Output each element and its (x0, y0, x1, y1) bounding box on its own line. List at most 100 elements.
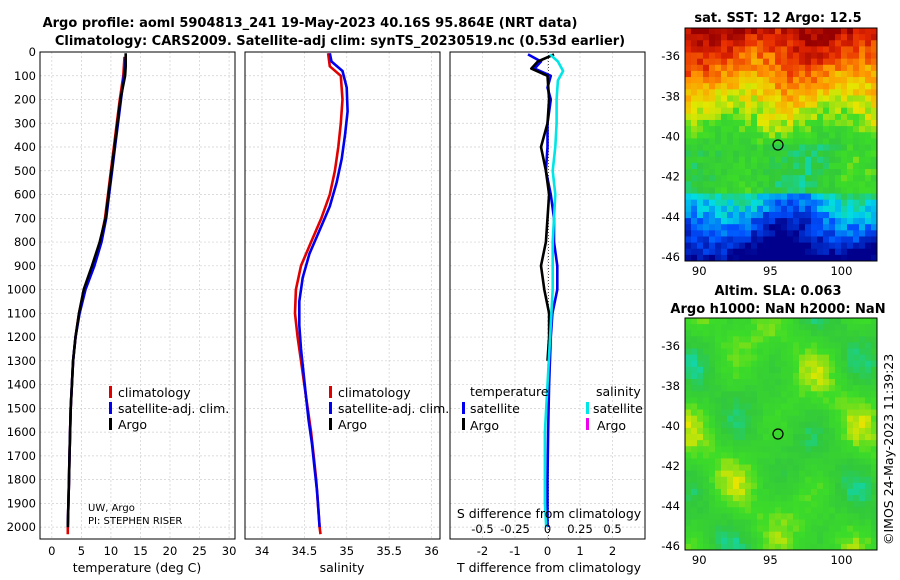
heatmap-cell (829, 379, 836, 386)
heatmap-cell (685, 83, 692, 90)
heatmap-cell (781, 403, 788, 411)
heatmap-cell (793, 119, 800, 127)
heatmap-cell (859, 199, 866, 207)
heatmap-cell (865, 144, 872, 152)
heatmap-cell (859, 513, 866, 521)
heatmap-cell (685, 242, 692, 250)
heatmap-cell (745, 70, 752, 78)
heatmap-cell (697, 175, 704, 182)
heatmap-cell (715, 95, 722, 103)
heatmap-cell (751, 162, 758, 170)
heatmap-cell (805, 119, 812, 127)
heatmap-cell (793, 342, 800, 350)
heatmap-cell (775, 70, 782, 78)
heatmap-cell (733, 525, 740, 533)
heatmap-cell (817, 415, 824, 423)
x-tick-label: 36 (424, 544, 439, 558)
heatmap-cell (751, 83, 758, 90)
heatmap-cell (841, 476, 848, 484)
heatmap-cell (751, 543, 758, 550)
heatmap-cell (823, 470, 830, 478)
heatmap-cell (763, 421, 770, 429)
heatmap-cell (769, 52, 776, 60)
heatmap-cell (847, 205, 854, 213)
heatmap-cell (793, 156, 800, 164)
heatmap-cell (703, 193, 710, 201)
heatmap-cell (823, 482, 830, 490)
heatmap-cell (775, 101, 782, 109)
heatmap-cell (775, 205, 782, 213)
heatmap-cell (775, 403, 782, 411)
heatmap-cell (691, 83, 698, 90)
heatmap-cell (853, 360, 860, 368)
heatmap-cell (823, 318, 830, 325)
heatmap-cell (853, 248, 860, 256)
heatmap-cell (757, 101, 764, 109)
heatmap-cell (775, 236, 782, 244)
heatmap-cell (751, 324, 758, 331)
heatmap-cell (793, 248, 800, 256)
heatmap-cell (763, 169, 770, 176)
heatmap-cell (871, 236, 877, 244)
heatmap-cell (697, 421, 704, 429)
heatmap-cell (829, 482, 836, 490)
heatmap-cell (703, 482, 710, 490)
sst-map: sat. SST: 12 Argo: 12.5 90 95 100-36-38-40… (661, 11, 878, 278)
heatmap-cell (745, 28, 752, 35)
heatmap-cell (697, 107, 704, 115)
heatmap-cell (697, 211, 704, 219)
heatmap-cell (793, 458, 800, 466)
heatmap-cell (685, 113, 692, 121)
heatmap-cell (709, 58, 716, 66)
y-tick-label: 1200 (7, 330, 36, 344)
heatmap-cell (859, 132, 866, 139)
heatmap-cell (847, 113, 854, 121)
heatmap-cell (781, 242, 788, 250)
heatmap-cell (805, 488, 812, 496)
heatmap-cell (805, 150, 812, 158)
heatmap-cell (703, 543, 710, 550)
heatmap-cell (685, 318, 692, 325)
imos-timestamp: ©IMOS 24-May-2023 11:39:23 (881, 354, 896, 545)
heatmap-cell (739, 342, 746, 350)
heatmap-cell (787, 77, 794, 84)
heatmap-cell (703, 83, 710, 90)
heatmap-cell (727, 372, 734, 380)
heatmap-cell (859, 421, 866, 429)
heatmap-cell (727, 34, 734, 41)
heatmap-cell (859, 391, 866, 398)
heatmap-cell (835, 193, 842, 201)
heatmap-cell (793, 107, 800, 115)
heatmap-cell (691, 452, 698, 460)
heatmap-cell (751, 193, 758, 201)
heatmap-cell (847, 132, 854, 139)
heatmap-cell (859, 476, 866, 484)
heatmap-cell (787, 495, 794, 502)
heatmap-cell (691, 427, 698, 435)
heatmap-cell (715, 470, 722, 478)
heatmap-cell (865, 537, 872, 545)
heatmap-cell (859, 83, 866, 90)
heatmap-cell (751, 119, 758, 127)
heatmap-cell (721, 34, 728, 41)
depth-tick-labels: 0100200300400500600700800900100011001200… (7, 45, 36, 534)
heatmap-cell (745, 452, 752, 460)
heatmap-cell (709, 132, 716, 139)
heatmap-cell (703, 372, 710, 380)
heatmap-cell (715, 348, 722, 356)
heatmap-cell (709, 470, 716, 478)
heatmap-cell (721, 70, 728, 78)
heatmap-cell (727, 101, 734, 109)
heatmap-cell (697, 218, 704, 225)
heatmap-cell (739, 427, 746, 435)
legend-label-satellite: satellite-adj. clim. (338, 401, 449, 416)
heatmap-cell (811, 488, 818, 496)
salinity-grid (245, 51, 440, 539)
heatmap-cell (835, 34, 842, 41)
heatmap-cell (697, 507, 704, 514)
heatmap-cell (853, 34, 860, 41)
heatmap-cell (709, 193, 716, 201)
heatmap-cell (769, 501, 776, 508)
heatmap-cell (793, 230, 800, 238)
heatmap-cell (847, 403, 854, 411)
